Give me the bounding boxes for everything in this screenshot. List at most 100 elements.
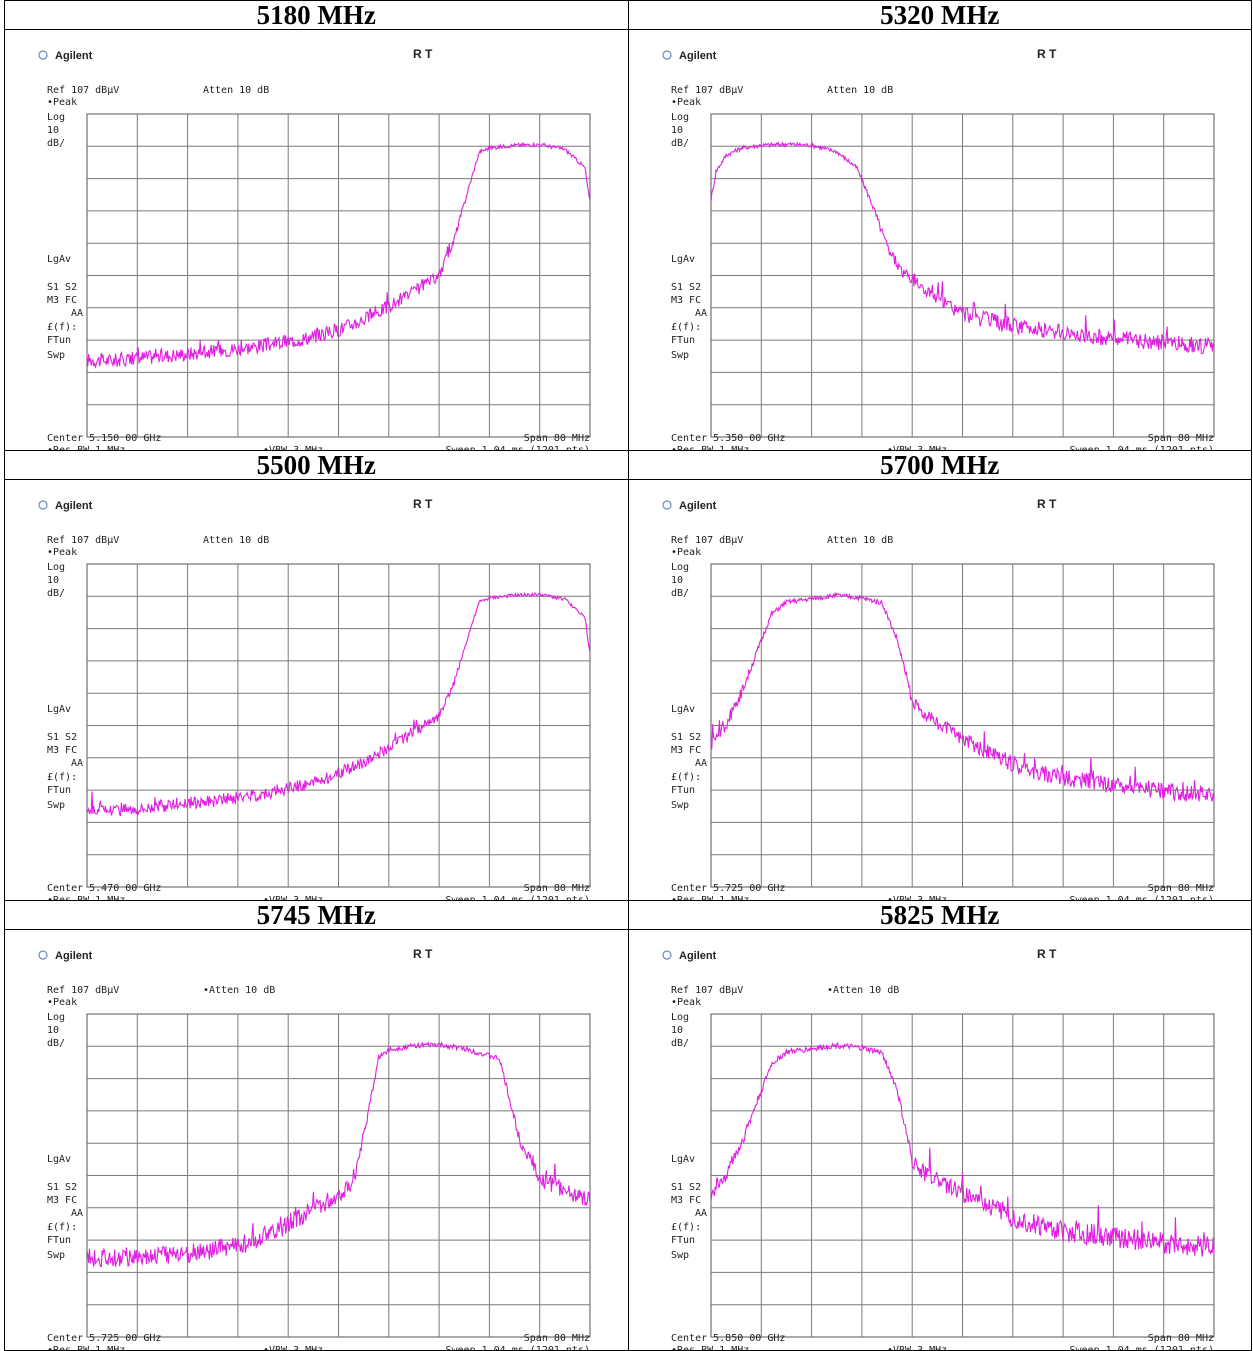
marker-flags: M3 FC [47,295,77,306]
sweep-time: Sweep 1.04 ms (1201 pts) [1069,895,1214,900]
aa-flag: AA [71,758,83,769]
spectrum-plot: Agilent R T Ref 107 dBµV Atten 10 dB •Peak Lo… [38,47,591,450]
spectrum-trace [709,141,1214,355]
aa-flag: AA [695,1208,707,1219]
sweep-flags: S1 S2 [47,1182,77,1193]
avg-type: LgAv [47,1154,71,1165]
ref-level: Ref 107 dBµV [671,535,743,546]
plot-cell-5500: 5500 MHz Agilent R T Ref 107 dBµV Atten 10 … [4,450,629,901]
analyzer-screen: Agilent R T Ref 107 dBµV •Atten 10 dB •Peak L… [629,930,1251,1350]
video-bw: •VBW 3 MHz [263,1345,323,1350]
scale-unit: dB/ [47,1038,65,1049]
sweep-flags: S1 S2 [47,732,77,743]
ref-level: Ref 107 dBµV [671,985,743,996]
aa-flag: AA [71,308,83,319]
marker-flags: M3 FC [47,745,77,756]
video-bw: •VBW 3 MHz [887,1345,947,1350]
attenuation: •Atten 10 dB [203,985,275,996]
ref-level: Ref 107 dBµV [47,85,119,96]
res-bw: •Res BW 1 MHz [671,445,749,450]
marker-flags: M3 FC [671,745,701,756]
res-bw: •Res BW 1 MHz [47,1345,125,1350]
analyzer-screen: Agilent R T Ref 107 dBµV Atten 10 dB •Peak Lo… [629,480,1251,900]
swp-flag: Swp [47,1250,65,1261]
scale-log: Log [671,562,689,573]
agilent-spark-icon [38,50,48,60]
scale-value: 10 [671,1025,683,1036]
center-frequency: Center 5.725 00 GHz [671,883,785,894]
plot-cell-5320: 5320 MHz Agilent R T Ref 107 dBµV Atten 10 … [627,0,1252,451]
corr-flag: £(f): [671,772,701,783]
brand-logo: Agilent [679,500,717,512]
sweep-flags: S1 S2 [671,282,701,293]
swp-flag: Swp [671,1250,689,1261]
sweep-time: Sweep 1.04 ms (1201 pts) [1069,1345,1214,1350]
span: Span 80 MHz [524,883,590,894]
analyzer-screen: Agilent R T Ref 107 dBµV Atten 10 dB •Peak Lo… [5,480,627,900]
panel-title: 5700 MHz [628,451,1251,480]
avg-type: LgAv [47,704,71,715]
spectrum-plot: Agilent R T Ref 107 dBµV •Atten 10 dB •Peak L… [661,947,1215,1350]
scale-unit: dB/ [671,1038,689,1049]
swp-flag: Swp [47,800,65,811]
scale-unit: dB/ [671,588,689,599]
avg-type: LgAv [671,704,695,715]
attenuation: Atten 10 dB [203,535,269,546]
span: Span 80 MHz [1147,883,1213,894]
attenuation: Atten 10 dB [827,535,893,546]
sweep-time: Sweep 1.04 ms (1201 pts) [446,1345,591,1350]
avg-type: LgAv [671,254,695,265]
res-bw: •Res BW 1 MHz [47,895,125,900]
aa-flag: AA [71,1208,83,1219]
spectrum-plot: Agilent R T Ref 107 dBµV •Atten 10 dB •Peak L… [38,947,591,1350]
sweep-flags: S1 S2 [47,282,77,293]
panel-title: 5320 MHz [628,1,1251,30]
ftun-flag: FTun [47,1235,71,1246]
corr-flag: £(f): [47,1222,77,1233]
corr-flag: £(f): [671,1222,701,1233]
aa-flag: AA [695,758,707,769]
detector-peak: •Peak [671,97,701,108]
swp-flag: Swp [671,350,689,361]
spectrum-trace [709,1041,1215,1257]
detector-peak: •Peak [47,547,77,558]
avg-type: LgAv [671,1154,695,1165]
span: Span 80 MHz [1147,1333,1213,1344]
rt-indicator: R T [413,47,433,61]
panel-title: 5825 MHz [628,901,1251,930]
rt-indicator: R T [1037,947,1057,961]
scale-unit: dB/ [671,138,689,149]
sweep-time: Sweep 1.04 ms (1201 pts) [446,445,591,450]
agilent-spark-icon [661,50,672,60]
corr-flag: £(f): [47,322,77,333]
rt-indicator: R T [1037,47,1057,61]
aa-flag: AA [695,308,707,319]
spectrum-plot: Agilent R T Ref 107 dBµV Atten 10 dB •Peak Lo… [661,497,1215,900]
analyzer-screen: Agilent R T Ref 107 dBµV •Atten 10 dB •Peak L… [5,930,627,1350]
scale-value: 10 [47,1025,59,1036]
agilent-spark-icon [38,500,48,510]
brand-logo: Agilent [55,950,93,962]
agilent-spark-icon [661,950,672,960]
scale-log: Log [671,112,689,123]
video-bw: •VBW 3 MHz [887,445,947,450]
video-bw: •VBW 3 MHz [887,895,947,900]
res-bw: •Res BW 1 MHz [671,1345,749,1350]
scale-log: Log [47,112,65,123]
ref-level: Ref 107 dBµV [47,535,119,546]
spectrum-plot: Agilent R T Ref 107 dBµV Atten 10 dB •Peak Lo… [38,497,591,900]
span: Span 80 MHz [524,433,590,444]
ftun-flag: FTun [47,335,71,346]
sweep-flags: S1 S2 [671,1182,701,1193]
scale-value: 10 [47,125,59,136]
res-bw: •Res BW 1 MHz [671,895,749,900]
center-frequency: Center 5.350 00 GHz [671,433,785,444]
marker-flags: M3 FC [671,1195,701,1206]
center-frequency: Center 5.470 00 GHz [47,883,161,894]
ref-level: Ref 107 dBµV [47,985,119,996]
swp-flag: Swp [671,800,689,811]
rt-indicator: R T [413,947,433,961]
spectrum-trace [86,1041,591,1268]
video-bw: •VBW 3 MHz [263,445,323,450]
spectrum-plot-table: 5180 MHz Agilent R T Ref 107 dBµV Atten 10 … [4,0,1252,1351]
